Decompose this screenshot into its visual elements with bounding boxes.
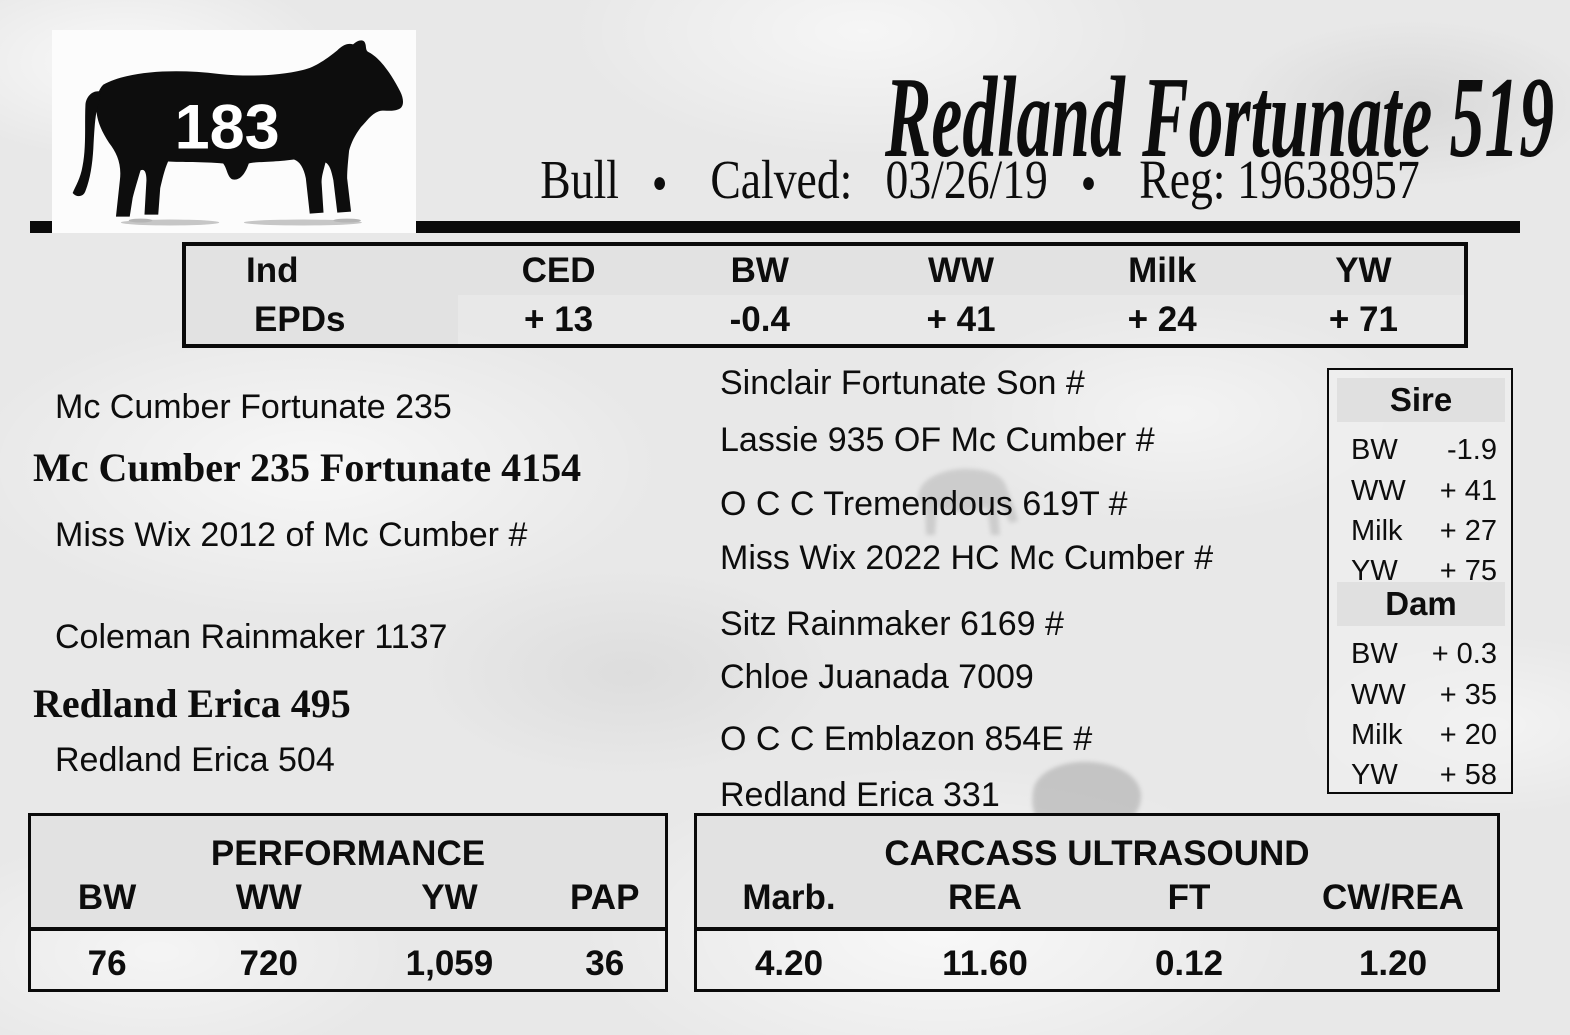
carcass-value: 4.20	[754, 944, 824, 983]
performance-divider	[31, 927, 665, 931]
carcass-col-header: CW/REA	[1322, 878, 1464, 917]
epd-trait-label: BW	[1351, 637, 1398, 670]
epd-trait-label: BW	[1351, 433, 1398, 466]
performance-col-header: PAP	[570, 878, 640, 917]
performance-title: PERFORMANCE	[210, 834, 486, 873]
performance-value: 76	[87, 944, 127, 983]
carcass-value: 0.12	[1154, 944, 1224, 983]
carcass-value: 1.20	[1358, 944, 1428, 983]
epd-trait-label: YW	[1351, 554, 1398, 587]
epd-trait-value: + 75	[1439, 554, 1497, 587]
dam-sire-name: Coleman Rainmaker 1137	[55, 618, 448, 656]
performance-table: PERFORMANCE BW WW YW PAP 76 720 1,059 36	[28, 813, 668, 992]
calved-label: Calved:	[710, 149, 853, 210]
carcass-header-background	[697, 816, 1497, 927]
dam-section-header: Dam	[1337, 582, 1505, 626]
carcass-col-header: REA	[948, 878, 1022, 917]
calved-date: 03/26/19	[885, 149, 1048, 210]
sire-name: Mc Cumber 235 Fortunate 4154	[33, 445, 582, 490]
dam-grandparent: Sitz Rainmaker 6169 #	[720, 605, 1064, 643]
sire-section-header: Sire	[1337, 378, 1505, 422]
dam-dam-name: Redland Erica 504	[55, 741, 335, 779]
performance-col-header: YW	[421, 878, 478, 917]
carcass-title: CARCASS ULTRASOUND	[884, 834, 1310, 873]
epd-value: -0.4	[729, 299, 790, 339]
sire-dam-name: Miss Wix 2012 of Mc Cumber #	[55, 516, 528, 554]
performance-col-header: BW	[77, 878, 137, 917]
epd-row1-label: Ind	[246, 250, 299, 290]
epd-trait-value: + 27	[1439, 514, 1497, 547]
carcass-col-header: Marb.	[742, 878, 836, 917]
lot-number: 183	[175, 93, 280, 163]
epd-header-background	[186, 246, 1464, 295]
epd-row2-label: EPDs	[254, 299, 346, 339]
reg-number: 19638957	[1237, 149, 1420, 210]
epd-value: + 41	[926, 299, 996, 339]
epd-value: + 24	[1127, 299, 1197, 339]
epd-trait-label: WW	[1351, 678, 1406, 711]
dam-grandparent: Redland Erica 331	[720, 776, 1000, 814]
dam-grandparent: Chloe Juanada 7009	[720, 658, 1034, 696]
sire-grandparent: Sinclair Fortunate Son #	[720, 364, 1085, 402]
epd-col-header: CED	[521, 250, 596, 290]
epd-trait-label: WW	[1351, 474, 1406, 507]
sire-grandparent: Lassie 935 OF Mc Cumber #	[720, 421, 1155, 459]
epd-trait-value: + 0.3	[1431, 637, 1497, 670]
sire-grandparent: Miss Wix 2022 HC Mc Cumber #	[720, 539, 1214, 577]
epd-trait-value: -1.9	[1447, 433, 1497, 466]
reg-label: Reg:	[1139, 149, 1226, 210]
carcass-col-header: FT	[1167, 878, 1211, 917]
watermark-cow-blob	[1032, 761, 1142, 828]
epd-value: + 71	[1328, 299, 1398, 339]
epd-col-header: Milk	[1128, 250, 1197, 290]
bullet-icon: ●	[652, 166, 668, 199]
performance-value: 1,059	[405, 944, 494, 983]
performance-header-background	[31, 816, 665, 927]
epd-trait-label: Milk	[1351, 718, 1403, 751]
sire-grandparent: O C C Tremendous 619T #	[720, 485, 1128, 523]
carcass-ultrasound-table: CARCASS ULTRASOUND Marb. REA FT CW/REA 4…	[694, 813, 1500, 992]
carcass-value: 11.60	[942, 944, 1028, 983]
performance-value: 720	[239, 944, 298, 983]
watermark-grazing-cow	[918, 468, 1018, 535]
epd-trait-value: + 41	[1439, 474, 1497, 507]
grass-smudge	[120, 218, 362, 226]
epd-trait-value: + 20	[1439, 718, 1497, 751]
bull-silhouette-image: 183	[72, 40, 404, 226]
dam-name: Redland Erica 495	[33, 681, 351, 726]
sex-label: Bull	[540, 149, 619, 210]
epd-col-header: YW	[1335, 250, 1392, 290]
performance-value: 36	[585, 944, 625, 983]
epd-table: Ind CED BW WW Milk YW EPDs + 13 -0.4 + 4…	[182, 242, 1468, 348]
lot-photo: 183	[52, 30, 416, 233]
epd-col-header: BW	[730, 250, 789, 290]
animal-subtitle: Bull ● Calved: 03/26/19 ● Reg: 19638957	[515, 149, 1445, 211]
carcass-divider	[697, 927, 1497, 931]
epd-value: + 13	[524, 299, 594, 339]
epd-trait-value: + 58	[1439, 758, 1497, 791]
epd-trait-value: + 35	[1439, 678, 1497, 711]
bullet-icon: ●	[1081, 166, 1097, 199]
dam-grandparent: O C C Emblazon 854E #	[720, 720, 1093, 758]
sire-sire-name: Mc Cumber Fortunate 235	[55, 388, 452, 426]
parent-epd-box: Sire BW -1.9 WW + 41 Milk + 27 YW + 75 D…	[1327, 368, 1513, 794]
epd-trait-label: Milk	[1351, 514, 1403, 547]
performance-col-header: WW	[235, 878, 302, 917]
epd-col-header: WW	[927, 250, 995, 290]
epd-label-background	[186, 295, 458, 344]
epd-trait-label: YW	[1351, 758, 1398, 791]
